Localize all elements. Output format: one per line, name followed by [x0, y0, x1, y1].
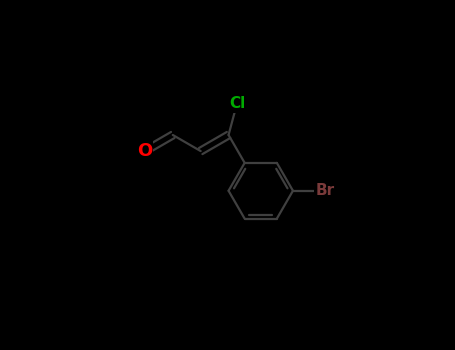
Text: Br: Br	[316, 183, 335, 198]
Text: O: O	[137, 142, 152, 160]
Text: Cl: Cl	[229, 96, 245, 111]
